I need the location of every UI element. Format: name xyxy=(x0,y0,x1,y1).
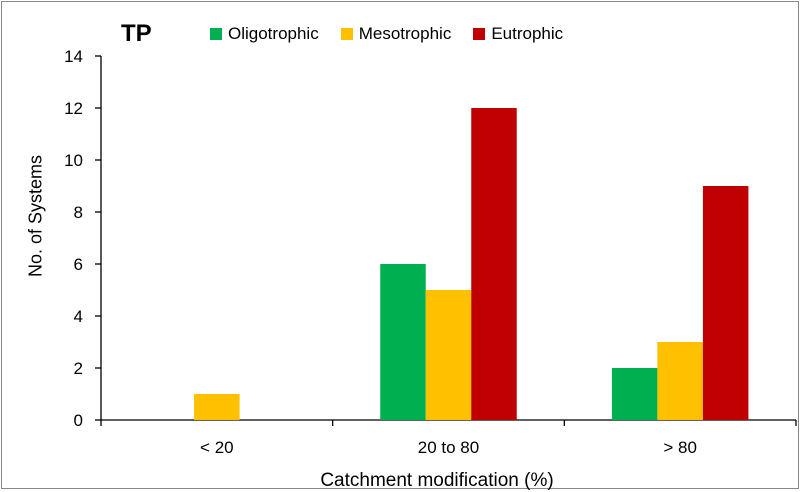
bar-mesotrophic xyxy=(194,394,240,420)
legend-label-mesotrophic: Mesotrophic xyxy=(358,24,452,43)
legend: Oligotrophic Mesotrophic Eutrophic xyxy=(210,24,563,44)
x-tick-label: 20 to 80 xyxy=(418,438,479,457)
x-tick-label: > 80 xyxy=(663,438,697,457)
y-tick-label: 2 xyxy=(74,359,83,378)
y-tick-label: 12 xyxy=(64,99,83,118)
x-tick-label: < 20 xyxy=(200,438,234,457)
y-tick-label: 14 xyxy=(64,47,83,66)
bar-mesotrophic xyxy=(425,290,472,420)
bar-oligotrophic xyxy=(380,264,426,420)
bar-eutrophic xyxy=(471,108,517,420)
legend-swatch-oligotrophic xyxy=(210,28,222,40)
y-tick-label: 10 xyxy=(64,151,83,170)
legend-swatch-eutrophic xyxy=(473,28,486,40)
y-tick-label: 6 xyxy=(74,255,83,274)
y-tick-label: 4 xyxy=(74,307,83,326)
legend-label-eutrophic: Eutrophic xyxy=(491,24,564,43)
chart-title: TP xyxy=(121,20,152,47)
x-axis-label: Catchment modification (%) xyxy=(320,470,554,491)
y-tick-label: 8 xyxy=(74,203,83,222)
y-axis-label: No. of Systems xyxy=(25,154,46,278)
legend-item-mesotrophic: Mesotrophic xyxy=(340,24,452,44)
legend-item-oligotrophic: Oligotrophic xyxy=(210,24,319,44)
legend-swatch-mesotrophic xyxy=(340,28,353,40)
bar-oligotrophic xyxy=(611,368,658,420)
legend-item-eutrophic: Eutrophic xyxy=(473,24,563,44)
bar-eutrophic xyxy=(702,186,749,420)
bar-mesotrophic xyxy=(657,342,703,420)
y-tick-label: 0 xyxy=(74,411,83,430)
legend-label-oligotrophic: Oligotrophic xyxy=(228,24,319,43)
